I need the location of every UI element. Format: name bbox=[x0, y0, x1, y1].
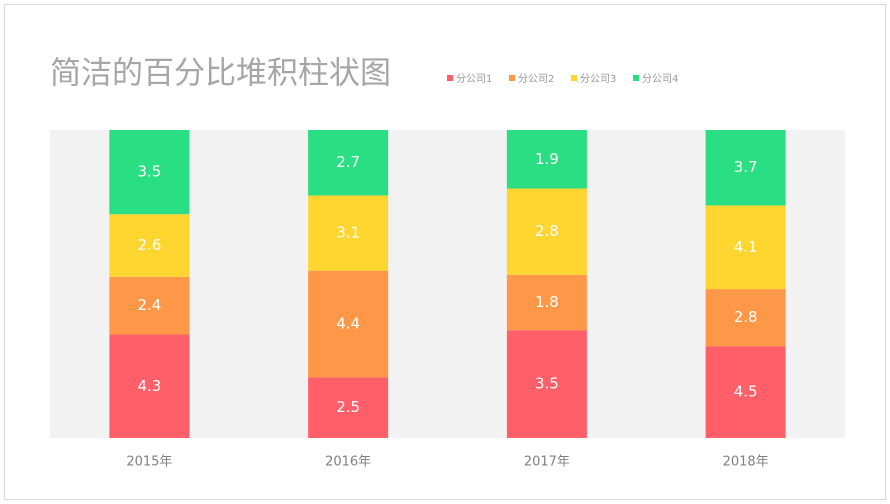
bar-segment bbox=[308, 377, 389, 438]
legend-label: 分公司3 bbox=[580, 73, 616, 85]
x-tick-label: 2017年 bbox=[524, 455, 570, 470]
bar-segment bbox=[506, 330, 587, 438]
legend-swatch bbox=[447, 75, 453, 81]
bar-segment bbox=[705, 346, 786, 438]
data-label: 4.4 bbox=[336, 315, 360, 333]
legend-label: 分公司4 bbox=[642, 73, 678, 85]
legend-swatch bbox=[571, 75, 577, 81]
legend-label: 分公司2 bbox=[518, 73, 554, 85]
legend-label: 分公司1 bbox=[456, 73, 492, 85]
bar-segment bbox=[506, 188, 587, 275]
bar-segment bbox=[109, 276, 190, 335]
data-label: 3.5 bbox=[137, 163, 161, 181]
data-label: 1.9 bbox=[535, 150, 559, 168]
data-label: 3.5 bbox=[535, 375, 559, 393]
legend-swatch bbox=[633, 75, 639, 81]
bar-segment bbox=[705, 289, 786, 347]
bar-segment bbox=[308, 270, 389, 378]
bar-segment bbox=[705, 130, 786, 206]
data-label: 2.8 bbox=[535, 222, 559, 240]
bar-segment bbox=[109, 130, 190, 215]
data-label: 3.1 bbox=[336, 224, 360, 242]
legend-swatch bbox=[509, 75, 515, 81]
data-label: 2.4 bbox=[137, 296, 161, 314]
data-label: 3.7 bbox=[734, 158, 758, 176]
bar-segment bbox=[308, 195, 389, 271]
data-label: 4.3 bbox=[137, 377, 161, 395]
chart-title: 简洁的百分比堆积柱状图 bbox=[50, 56, 391, 92]
data-label: 4.1 bbox=[734, 238, 758, 256]
data-label: 1.8 bbox=[535, 293, 559, 311]
bar-segment bbox=[705, 205, 786, 290]
data-label: 2.8 bbox=[734, 308, 758, 326]
bar-segment bbox=[308, 130, 389, 196]
x-tick-label: 2015年 bbox=[126, 455, 172, 470]
x-tick-label: 2018年 bbox=[723, 455, 769, 470]
data-label: 4.5 bbox=[734, 383, 758, 401]
data-label: 2.6 bbox=[137, 236, 161, 254]
x-tick-label: 2016年 bbox=[325, 455, 371, 470]
data-label: 2.7 bbox=[336, 153, 360, 171]
bar-segment bbox=[109, 214, 190, 277]
data-label: 2.5 bbox=[336, 398, 360, 416]
bar-segment bbox=[506, 130, 587, 189]
bar-segment bbox=[506, 274, 587, 331]
bar-segment bbox=[109, 334, 190, 438]
